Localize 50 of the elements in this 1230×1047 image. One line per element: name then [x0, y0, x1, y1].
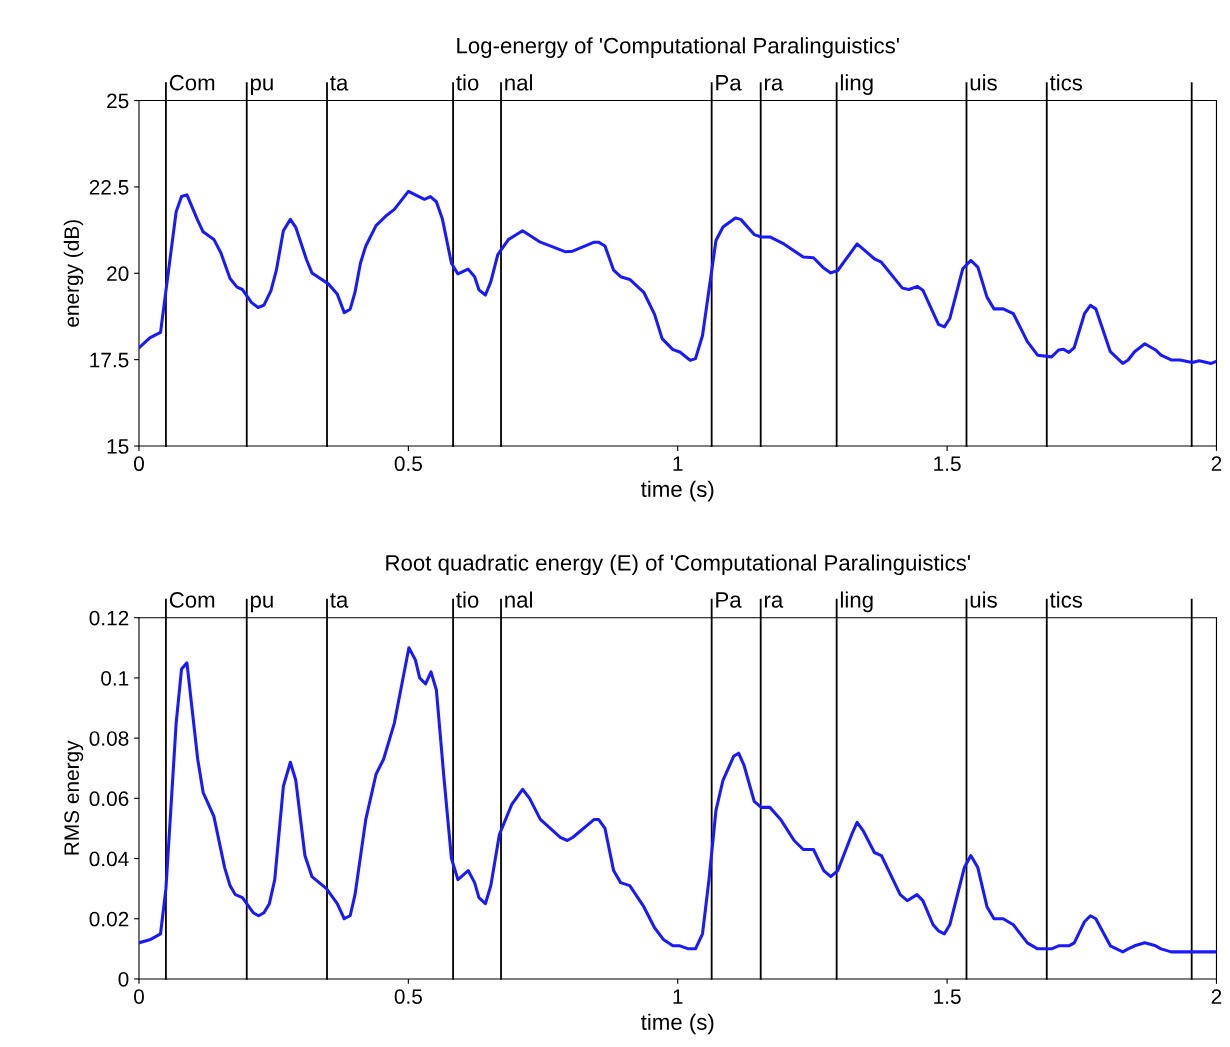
y-tick-label: 0.08: [89, 731, 129, 746]
y-tick-label: 17.5: [90, 352, 129, 368]
x-tick-label: 1: [673, 989, 683, 1004]
ref-line-label: Com: [169, 592, 215, 608]
ref-line-label: ta: [330, 75, 349, 91]
ref-line-label: Pa: [716, 75, 742, 91]
y-tick-label: 0: [118, 971, 129, 987]
y-tick-label: 22.5: [89, 179, 129, 195]
ref-line-label: Com: [169, 74, 215, 91]
line-series: [138, 189, 1217, 365]
x-tick-label: 1.5: [934, 989, 961, 1004]
x-tick-label: 0.5: [394, 456, 422, 472]
y-tick-label: 25: [107, 93, 129, 109]
x-tick-label: 1: [673, 456, 683, 471]
x-axis-title: time (s): [641, 1013, 714, 1035]
ref-line-label: uis: [970, 74, 997, 91]
ref-line-label: ta: [330, 593, 349, 608]
x-tick-label: 0.5: [394, 989, 422, 1004]
x-tick-label: 0: [134, 456, 144, 472]
y-tick-label: 0.02: [89, 911, 129, 927]
y-axis-title: energy (dB): [63, 220, 84, 327]
chart-title: Root quadratic energy (E) of 'Computational Paralinguistics': [386, 554, 970, 576]
ref-line-label: ra: [764, 595, 784, 608]
x-tick-label: 2: [1211, 456, 1222, 471]
y-tick-label: 0.04: [89, 851, 129, 867]
ref-line-label: ling: [840, 74, 873, 95]
x-axis-title: time (s): [641, 480, 714, 502]
ref-line-label: tics: [1049, 591, 1083, 608]
y-tick-label: 0.1: [101, 670, 129, 686]
line-series: [138, 646, 1217, 954]
ref-line-label: ling: [840, 591, 873, 613]
ref-line-label: ra: [764, 78, 784, 91]
y-tick-label: 0.06: [89, 791, 129, 807]
ref-line-label: nal: [505, 591, 532, 608]
x-tick-label: 1.5: [934, 456, 961, 472]
ref-line-label: pu: [250, 78, 273, 95]
chart-title: Log-energy of 'Computational Paralinguistics': [457, 37, 899, 58]
y-tick-label: 20: [107, 266, 129, 282]
ref-line-label: Pa: [716, 592, 742, 608]
ref-line-label: pu: [250, 595, 273, 613]
ref-line-label: tio: [456, 591, 479, 608]
x-tick-label: 0: [134, 989, 144, 1004]
ref-line-label: tio: [456, 74, 479, 91]
y-axis-title: RMS energy: [64, 740, 84, 855]
ref-line-label: uis: [970, 591, 997, 608]
y-tick-label: 0.12: [89, 610, 129, 626]
x-tick-label: 2: [1211, 989, 1222, 1004]
y-tick-label: 15: [107, 439, 129, 454]
ref-line-label: tics: [1049, 74, 1083, 91]
ref-line-label: nal: [505, 74, 532, 91]
